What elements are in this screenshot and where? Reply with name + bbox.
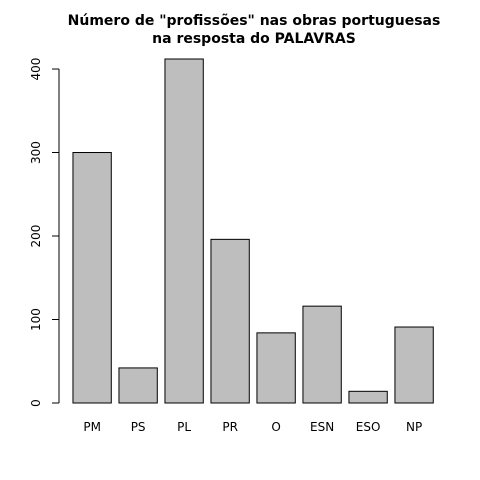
x-tick-label: NP (406, 420, 422, 434)
chart-title: na resposta do PALAVRAS (152, 31, 356, 47)
bar (256, 332, 296, 404)
x-tick-label: O (271, 420, 280, 434)
x-tick-label: PL (177, 420, 191, 434)
x-tick-label: ESO (356, 420, 381, 434)
bar (302, 305, 342, 404)
chart-title: Número de "profissões" nas obras portugu… (68, 13, 441, 29)
x-tick-label: PM (83, 420, 101, 434)
x-tick-label: ESN (310, 420, 334, 434)
y-tick-label: 100 (29, 308, 43, 331)
y-tick-label: 400 (29, 58, 43, 81)
bar (164, 58, 204, 404)
bar (118, 367, 158, 404)
bar (394, 326, 434, 404)
bar (348, 390, 388, 404)
x-tick-label: PR (222, 420, 238, 434)
bar (210, 238, 250, 404)
y-tick-label: 200 (29, 225, 43, 248)
y-tick-label: 0 (29, 399, 43, 407)
y-tick-label: 300 (29, 141, 43, 164)
x-tick-label: PS (131, 420, 146, 434)
bar (72, 152, 112, 404)
